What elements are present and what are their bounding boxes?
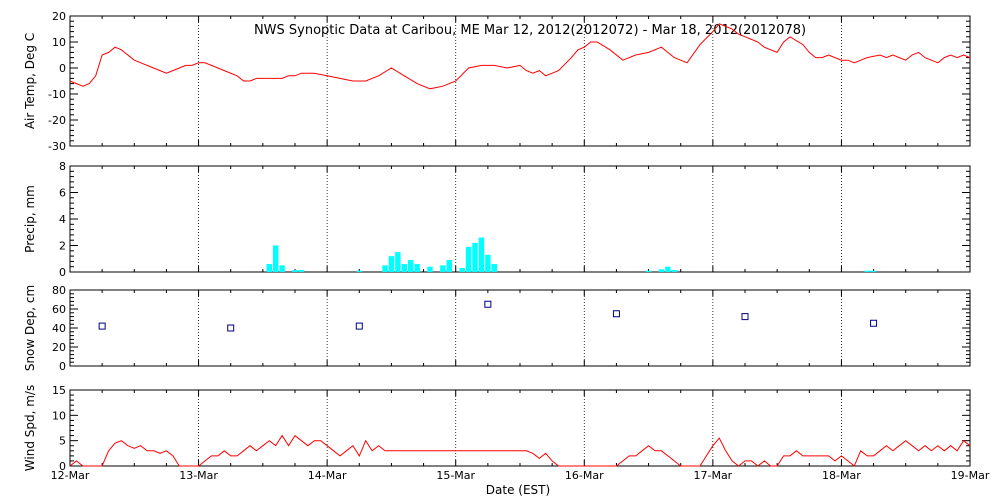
precip-bar bbox=[645, 270, 652, 272]
wind-speed-frame bbox=[69, 389, 971, 467]
precip-bar bbox=[472, 242, 478, 272]
precip-ytick-label: 6 bbox=[59, 187, 66, 200]
precip-bar bbox=[491, 264, 497, 272]
snow-depth-frame bbox=[69, 289, 971, 367]
precip-bar bbox=[356, 270, 362, 272]
precip-bar bbox=[388, 256, 395, 272]
wind-speed-ylabel: Wind Spd, m/s bbox=[23, 385, 37, 471]
precip-bar bbox=[446, 260, 452, 272]
x-tick-label: 14-Mar bbox=[308, 469, 347, 482]
precip-bar bbox=[408, 260, 414, 272]
precip-bar bbox=[440, 265, 446, 272]
panels-group: -30 -20 -10 0 10 20 Air Temp, Deg C 0 2 4 6 8 Precip… bbox=[23, 10, 990, 482]
precip-bar bbox=[382, 265, 388, 272]
air-temp-ytick-label: 0 bbox=[59, 62, 66, 75]
air-temp-series-line bbox=[69, 23, 971, 90]
precip-bar bbox=[870, 270, 877, 272]
precip-bar bbox=[414, 264, 420, 272]
precip-bar bbox=[671, 270, 677, 272]
x-tick-label: 12-Mar bbox=[51, 469, 90, 482]
snow-depth-point bbox=[484, 300, 492, 308]
snow-depth-point bbox=[612, 310, 620, 318]
snow-depth-ytick-label: 80 bbox=[52, 284, 66, 297]
air-temp-ytick-label: 10 bbox=[52, 36, 66, 49]
wind-speed-ytick-label: 0 bbox=[59, 460, 66, 473]
air-temp-ytick-label: -10 bbox=[48, 88, 66, 101]
precip-bar bbox=[864, 270, 870, 272]
precip-frame bbox=[69, 165, 971, 273]
precip-ytick-label: 4 bbox=[59, 213, 66, 226]
precip-bar bbox=[401, 264, 407, 272]
precip-bar bbox=[395, 252, 401, 272]
snow-depth-point bbox=[741, 313, 749, 321]
air-temp-ytick-label: 20 bbox=[52, 10, 66, 23]
snow-depth-ytick-label: 20 bbox=[52, 341, 66, 354]
snow-depth-ytick-label: 40 bbox=[52, 322, 66, 335]
snow-depth-point bbox=[870, 319, 878, 327]
snow-depth-ytick-label: 60 bbox=[52, 303, 66, 316]
precip-bar bbox=[478, 237, 485, 272]
precip-bar bbox=[292, 270, 298, 272]
air-temp-ytick-label: -30 bbox=[48, 140, 66, 153]
chart-title: NWS Synoptic Data at Caribou, ME Mar 12,… bbox=[254, 23, 806, 38]
precip-bar bbox=[459, 268, 465, 272]
air-temp-ylabel: Air Temp, Deg C bbox=[23, 33, 37, 129]
precip-bar bbox=[266, 264, 272, 272]
precip-bar bbox=[485, 254, 491, 272]
precip-ytick-label: 0 bbox=[59, 266, 66, 279]
precip-bar bbox=[279, 265, 285, 272]
x-tick-label: 19-Mar bbox=[951, 469, 990, 482]
wind-speed-series-line bbox=[69, 434, 971, 467]
precip-bar bbox=[298, 270, 305, 272]
precip-ytick-label: 8 bbox=[59, 160, 66, 173]
precip-ytick-label: 2 bbox=[59, 240, 66, 253]
x-tick-label: 13-Mar bbox=[179, 469, 218, 482]
snow-depth-point bbox=[355, 322, 363, 330]
snow-depth-ylabel: Snow Dep, cm bbox=[23, 285, 37, 371]
precip-bar bbox=[427, 266, 433, 272]
precip-ylabel: Precip, mm bbox=[23, 185, 37, 253]
snow-depth-ytick-label: 0 bbox=[59, 360, 66, 373]
snow-depth-point bbox=[227, 324, 235, 332]
precip-bar bbox=[658, 269, 665, 272]
wind-speed-ytick-label: 15 bbox=[52, 384, 66, 397]
x-axis-label: Date (EST) bbox=[486, 483, 550, 497]
x-tick-label: 17-Mar bbox=[693, 469, 732, 482]
air-temp-ytick-label: -20 bbox=[48, 114, 66, 127]
wind-speed-ytick-label: 10 bbox=[52, 409, 66, 422]
x-tick-label: 15-Mar bbox=[436, 469, 475, 482]
x-tick-label: 18-Mar bbox=[822, 469, 861, 482]
precip-bar bbox=[665, 266, 671, 272]
snow-depth-point bbox=[98, 322, 106, 330]
precip-bar bbox=[465, 246, 472, 272]
precip-bar bbox=[273, 245, 279, 272]
wind-speed-ytick-label: 5 bbox=[59, 435, 66, 448]
x-tick-label: 16-Mar bbox=[565, 469, 604, 482]
